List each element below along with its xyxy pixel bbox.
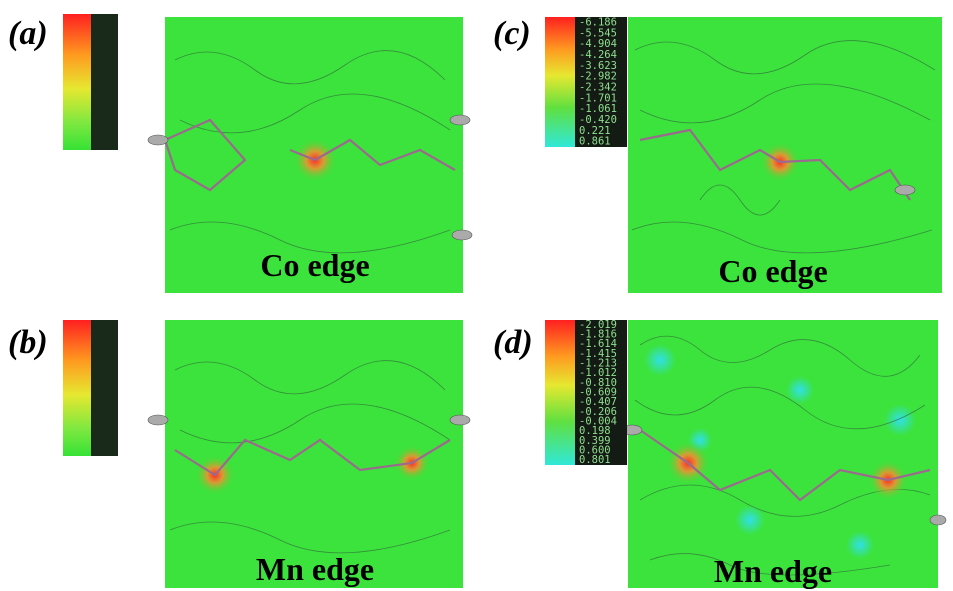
colorbar-a [63, 14, 118, 150]
colorbar-label: 0.861 [579, 136, 611, 148]
panel-label: (b) [8, 324, 48, 361]
panel-caption: Co edge [260, 247, 369, 283]
map-b [148, 320, 470, 588]
panel-label: (d) [493, 324, 533, 361]
panel-caption: Mn edge [256, 551, 374, 587]
colorbar-b [63, 320, 118, 456]
panel-caption: Mn edge [714, 553, 832, 589]
panel-label: (c) [493, 15, 531, 52]
panel-label: (a) [8, 15, 48, 52]
panel-caption: Co edge [718, 253, 827, 289]
map-d [622, 320, 946, 588]
map-c [628, 17, 942, 293]
colorbar-label: 0.801 [579, 454, 611, 466]
figure: (a) (b) (c) (d) Co edge Mn edge Co edge … [0, 0, 953, 591]
